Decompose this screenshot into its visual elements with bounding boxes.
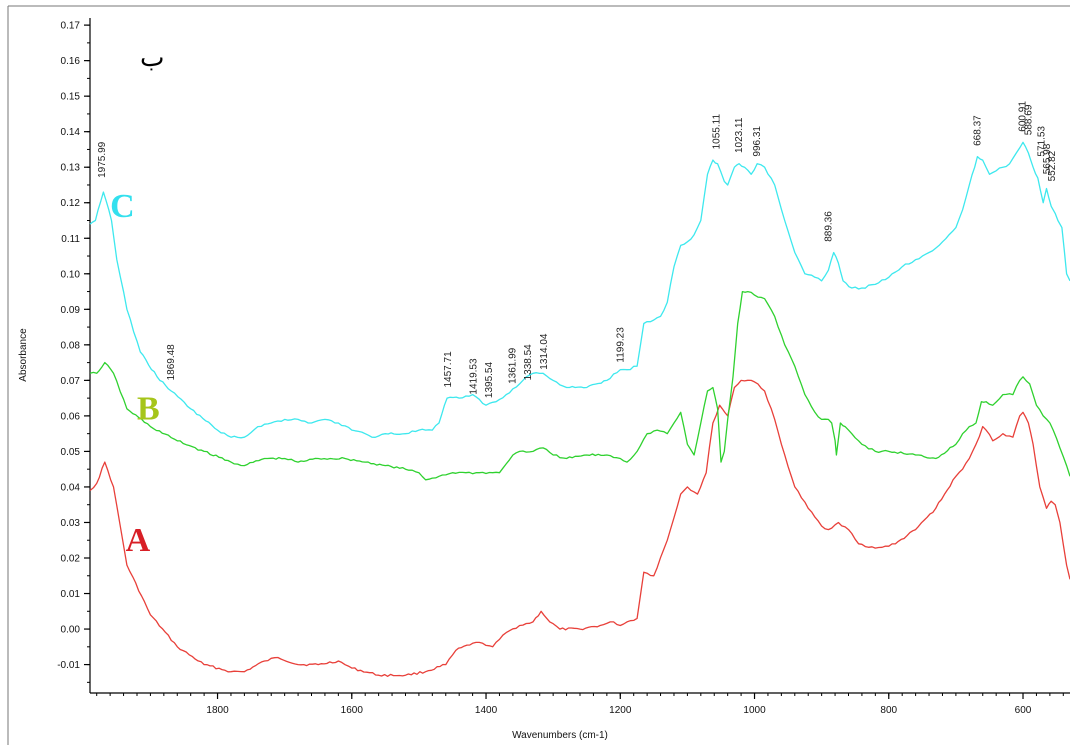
peak-label: 571.53 (1037, 126, 1048, 157)
peak-label: 1199.23 (616, 327, 627, 363)
peak-label: 600.91 (1018, 101, 1029, 132)
peak-label: 1314.04 (539, 333, 550, 370)
y-tick-label: -0.01 (57, 660, 80, 671)
series-label-A: A (126, 522, 151, 559)
peak-label: 1023.11 (734, 117, 745, 153)
peak-label: 1869.48 (166, 344, 177, 381)
y-axis-ticks: -0.01 0.00 0.01 0.02 0.03 0.04 0.05 0.06 0.07 0.0… (57, 21, 90, 683)
x-axis-ticks: 1800 1600 1400 1200 1000 800 600 (96, 693, 1064, 716)
y-tick-label: 0.00 (61, 625, 81, 636)
y-axis-title: Absorbance (18, 328, 29, 382)
peak-labels: 1975.99 1869.48 1457.71 1419.53 1395.54 1361.… (97, 101, 1058, 398)
y-tick-label: 0.06 (61, 411, 81, 422)
y-tick-label: 0.17 (61, 21, 81, 32)
peak-label: 1419.53 (469, 358, 480, 395)
peak-label: 1975.99 (97, 141, 108, 178)
y-tick-label: 0.08 (61, 340, 81, 351)
y-tick-label: 0.09 (61, 305, 81, 316)
y-tick-label: 0.10 (61, 269, 81, 280)
y-tick-label: 0.11 (61, 234, 80, 245)
series-line-C (89, 141, 1070, 439)
peak-label: 1055.11 (712, 114, 723, 150)
series-line-B (89, 290, 1070, 481)
y-tick-label: 0.05 (61, 447, 81, 458)
peak-label: 1395.54 (484, 362, 495, 399)
y-tick-label: 0.13 (61, 163, 81, 174)
y-tick-label: 0.12 (61, 198, 81, 209)
y-tick-label: 0.02 (61, 554, 81, 565)
y-tick-label: 0.01 (61, 589, 81, 600)
x-tick-label: 1000 (743, 705, 766, 716)
series-label-B: B (137, 390, 160, 427)
series-lines (89, 141, 1070, 677)
peak-label: 565.98 (1042, 143, 1053, 174)
y-tick-label: 0.16 (61, 56, 81, 67)
y-tick-label: 0.04 (61, 482, 81, 493)
peak-label: 996.31 (752, 126, 763, 157)
peak-label: 668.37 (973, 115, 984, 146)
x-tick-label: 1600 (341, 705, 364, 716)
y-tick-label: 0.15 (61, 92, 81, 103)
y-tick-label: 0.07 (61, 376, 81, 387)
peak-label: 588.69 (1024, 104, 1035, 135)
y-tick-label: 0.03 (61, 518, 81, 529)
x-tick-label: 800 (880, 705, 897, 716)
x-axis-title: Wavenumbers (cm-1) (512, 730, 608, 741)
series-label-C: C (110, 188, 135, 225)
x-tick-label: 1800 (206, 705, 229, 716)
peak-label: 552.82 (1047, 150, 1058, 181)
series-line-A (89, 379, 1070, 677)
peak-label: 1338.54 (523, 344, 534, 381)
x-tick-label: 1400 (475, 705, 498, 716)
peak-label: 1457.71 (443, 351, 454, 388)
peak-label: 1361.99 (508, 347, 519, 384)
corner-label: ب (140, 43, 164, 73)
x-tick-label: 600 (1015, 705, 1032, 716)
y-tick-label: 0.14 (61, 127, 81, 138)
peak-label: 889.36 (824, 211, 835, 242)
series-letters: A B C (110, 188, 160, 559)
x-tick-label: 1200 (609, 705, 632, 716)
